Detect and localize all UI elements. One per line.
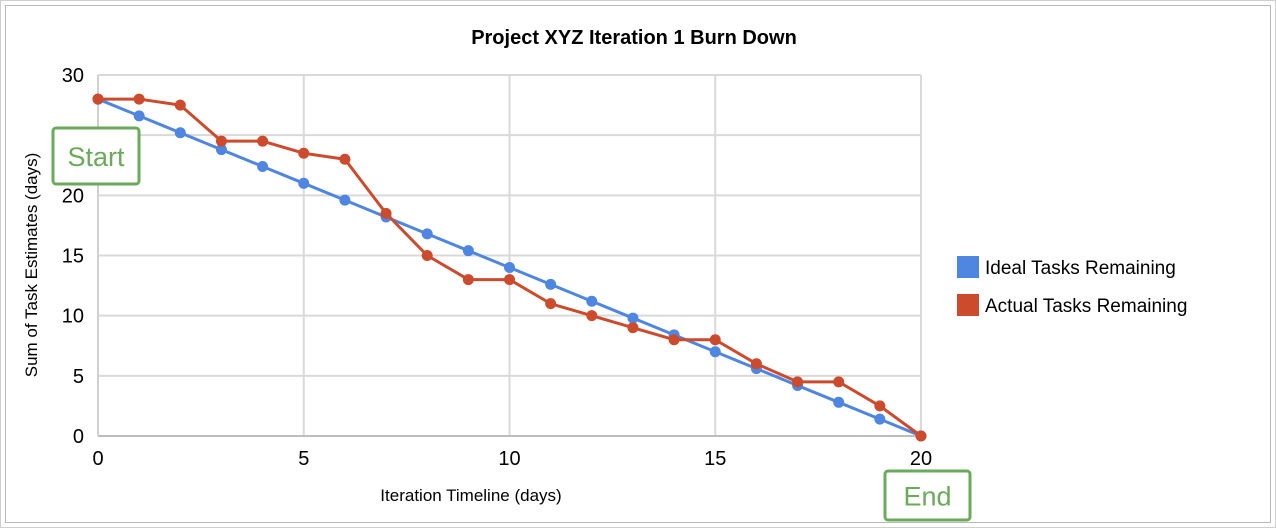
data-point bbox=[586, 295, 598, 307]
data-point bbox=[339, 194, 351, 206]
data-point bbox=[545, 298, 557, 310]
x-tick-label: 0 bbox=[92, 448, 103, 470]
data-point bbox=[504, 274, 515, 286]
start-callout-box bbox=[51, 126, 141, 186]
y-tick-label: 15 bbox=[62, 246, 84, 268]
data-point bbox=[874, 413, 886, 425]
data-point bbox=[709, 334, 721, 346]
data-point bbox=[215, 135, 227, 147]
series-layer bbox=[92, 93, 927, 442]
data-point bbox=[750, 358, 762, 370]
legend: Ideal Tasks Remaining Actual Tasks Remain… bbox=[957, 256, 1187, 317]
data-point bbox=[257, 135, 269, 147]
start-callout-label: Start bbox=[67, 142, 125, 172]
legend-label: Actual Tasks Remaining bbox=[985, 296, 1187, 317]
data-point bbox=[833, 376, 845, 388]
data-point bbox=[421, 228, 433, 240]
x-axis-label: Iteration Timeline (days) bbox=[380, 486, 561, 505]
series-actual bbox=[92, 93, 927, 442]
data-point bbox=[874, 400, 886, 412]
data-point bbox=[215, 144, 227, 156]
data-point bbox=[257, 160, 269, 172]
data-point bbox=[792, 376, 804, 388]
data-point bbox=[545, 278, 557, 290]
data-point bbox=[298, 147, 310, 159]
data-point bbox=[133, 110, 145, 122]
data-point bbox=[915, 430, 927, 442]
chart-inner-frame bbox=[5, 5, 1271, 523]
data-point bbox=[668, 334, 680, 346]
y-tick-label: 20 bbox=[62, 185, 84, 207]
legend-label: Ideal Tasks Remaining bbox=[985, 258, 1176, 279]
chart-title: Project XYZ Iteration 1 Burn Down bbox=[471, 27, 797, 49]
data-point bbox=[833, 396, 845, 408]
end-callout-label: End bbox=[903, 482, 951, 512]
data-point bbox=[504, 262, 515, 274]
x-tick-label: 10 bbox=[498, 448, 520, 470]
y-tick-label: 5 bbox=[73, 366, 84, 388]
callouts: Start End bbox=[51, 126, 972, 522]
data-point bbox=[421, 250, 433, 261]
y-tick-label: 0 bbox=[73, 426, 84, 448]
y-axis-label: Sum of Task Estimates (days) bbox=[22, 153, 41, 378]
y-tick-label: 10 bbox=[62, 306, 84, 328]
y-tick-label: 30 bbox=[62, 65, 84, 87]
start-callout: Start bbox=[51, 126, 141, 186]
data-point bbox=[92, 93, 104, 105]
x-tick-label: 20 bbox=[910, 448, 932, 470]
data-point bbox=[462, 274, 474, 286]
data-point bbox=[298, 177, 310, 189]
data-point bbox=[627, 312, 639, 324]
data-point bbox=[133, 93, 145, 105]
data-point bbox=[586, 310, 598, 322]
legend-swatch bbox=[957, 294, 979, 316]
end-callout-box bbox=[883, 469, 972, 522]
data-point bbox=[462, 245, 474, 257]
data-point bbox=[627, 322, 639, 334]
end-callout: End bbox=[883, 469, 972, 522]
x-tick-label: 15 bbox=[704, 448, 726, 470]
data-point bbox=[174, 99, 186, 111]
data-point bbox=[339, 153, 351, 165]
x-tick-label: 5 bbox=[298, 448, 309, 470]
axes: 05101520253005101520 bbox=[62, 65, 932, 470]
data-point bbox=[174, 127, 186, 139]
data-point bbox=[709, 346, 721, 358]
data-point bbox=[380, 207, 392, 219]
legend-swatch bbox=[957, 256, 979, 278]
